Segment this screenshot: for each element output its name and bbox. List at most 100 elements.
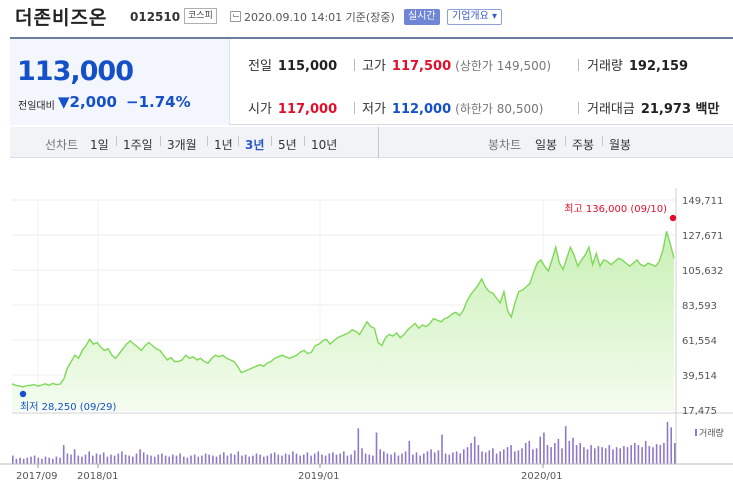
volume-bar — [81, 456, 83, 464]
volume-bar — [223, 452, 225, 464]
tab-weekly[interactable]: 주봉 — [572, 138, 595, 152]
tab-3year[interactable]: 3년 — [245, 138, 265, 152]
volume-bar — [295, 453, 298, 464]
tab-10year[interactable]: 10년 — [311, 138, 338, 152]
volume-bar — [266, 455, 269, 464]
volume-bar — [339, 453, 341, 464]
tab-daily[interactable]: 일봉 — [535, 138, 558, 152]
tab-5year[interactable]: 5년 — [278, 138, 297, 152]
volume-bar — [550, 447, 552, 464]
divider — [602, 136, 603, 146]
volume-bar — [423, 453, 425, 464]
divider — [207, 136, 208, 146]
volume-bar — [543, 432, 545, 464]
volume-bar — [546, 445, 549, 464]
open-value: 117,000 — [277, 102, 338, 117]
y-tick-label: 105,632 — [682, 266, 723, 277]
divider — [578, 59, 579, 71]
line-chart-label: 선차트 — [45, 138, 79, 152]
divider — [116, 136, 117, 146]
volume-bar — [135, 453, 138, 464]
volume-bar — [77, 455, 80, 464]
volume-bar — [353, 450, 356, 465]
tab-3month[interactable]: 3개월 — [167, 138, 197, 152]
volume-bar — [364, 453, 367, 464]
realtime-button[interactable]: 실시간 — [404, 9, 440, 25]
volume-bar — [284, 453, 287, 464]
volume-bar — [430, 449, 432, 464]
volume-bar — [233, 454, 236, 465]
clock-icon — [230, 11, 241, 22]
volume-bar — [393, 452, 396, 464]
current-price: 113,000 — [17, 56, 134, 87]
tab-1week[interactable]: 1주일 — [123, 138, 153, 152]
volume-bar — [212, 455, 214, 464]
volume-bar — [608, 445, 611, 464]
volume-bar — [12, 455, 14, 464]
tab-1year[interactable]: 1년 — [214, 138, 233, 152]
volume-bar — [561, 448, 563, 465]
volume-bar — [630, 445, 632, 464]
volume-bar — [652, 447, 654, 464]
volume-bar — [66, 453, 69, 464]
price-chart[interactable]: 149,711 127,671 105,632 83,593 61,554 39,514 1… — [0, 158, 733, 486]
volume-bar — [255, 453, 258, 464]
volume-bar — [594, 448, 596, 465]
volume-bar — [412, 454, 414, 465]
volume-bar — [62, 445, 65, 464]
volume-bar — [30, 456, 32, 464]
volume-bar — [477, 445, 480, 464]
volume-bar — [404, 451, 407, 464]
volume-bar — [521, 448, 523, 465]
volume-bar — [564, 426, 567, 464]
volume-bar — [488, 450, 491, 465]
volume-bar — [317, 451, 320, 464]
price-area — [12, 231, 674, 410]
tab-1day[interactable]: 1일 — [90, 138, 109, 152]
volume-bar — [674, 443, 676, 464]
volume-row: 거래량 192,159 — [587, 55, 688, 75]
volume-bar — [324, 455, 327, 464]
volume-bar — [146, 454, 149, 465]
volume-bar — [273, 452, 276, 464]
tab-monthly[interactable]: 월봉 — [609, 138, 632, 152]
volume-bar — [554, 443, 556, 464]
amount-row: 거래대금 21,973 백만 — [587, 98, 719, 118]
volume-bar — [455, 451, 458, 464]
stock-code: 012510 — [130, 10, 181, 24]
volume-bar — [448, 454, 451, 465]
divider — [271, 136, 272, 146]
volume-bar — [92, 455, 94, 464]
price-change: ▼2,000 — [58, 93, 117, 111]
volume-bar — [615, 447, 618, 464]
volume-value: 192,159 — [628, 59, 689, 74]
volume-bar — [52, 458, 54, 465]
volume-bar — [139, 449, 141, 464]
volume-bar — [466, 447, 469, 464]
x-tick-label: 2019/01 — [298, 471, 340, 482]
volume-bar — [463, 449, 465, 464]
volume-bar — [48, 457, 50, 464]
divider — [578, 102, 579, 114]
volume-bar — [433, 452, 436, 464]
company-overview-button[interactable]: 기업개요 ▾ — [447, 9, 502, 25]
prev-close-row: 전일 115,000 — [248, 55, 337, 75]
volume-bar — [241, 455, 243, 464]
volume-bar — [426, 451, 429, 464]
volume-bar — [641, 447, 643, 464]
volume-bar — [164, 455, 167, 464]
volume-bar — [419, 455, 421, 464]
stock-name: 더존비즈온 — [15, 7, 108, 29]
volume-bar — [332, 452, 334, 464]
volume-bar — [186, 457, 189, 464]
candle-chart-label: 봉차트 — [488, 138, 522, 152]
volume-bar — [568, 440, 571, 464]
volume-legend-label: 거래량 — [699, 427, 724, 439]
high-marker — [669, 214, 677, 222]
volume-bar — [655, 444, 658, 464]
upper-limit: (상한가 149,500) — [455, 59, 552, 73]
amount-value: 21,973 백만 — [640, 102, 720, 117]
volume-bar — [193, 454, 196, 465]
y-tick-label: 149,711 — [682, 196, 723, 207]
high-value: 117,500 — [391, 59, 452, 74]
